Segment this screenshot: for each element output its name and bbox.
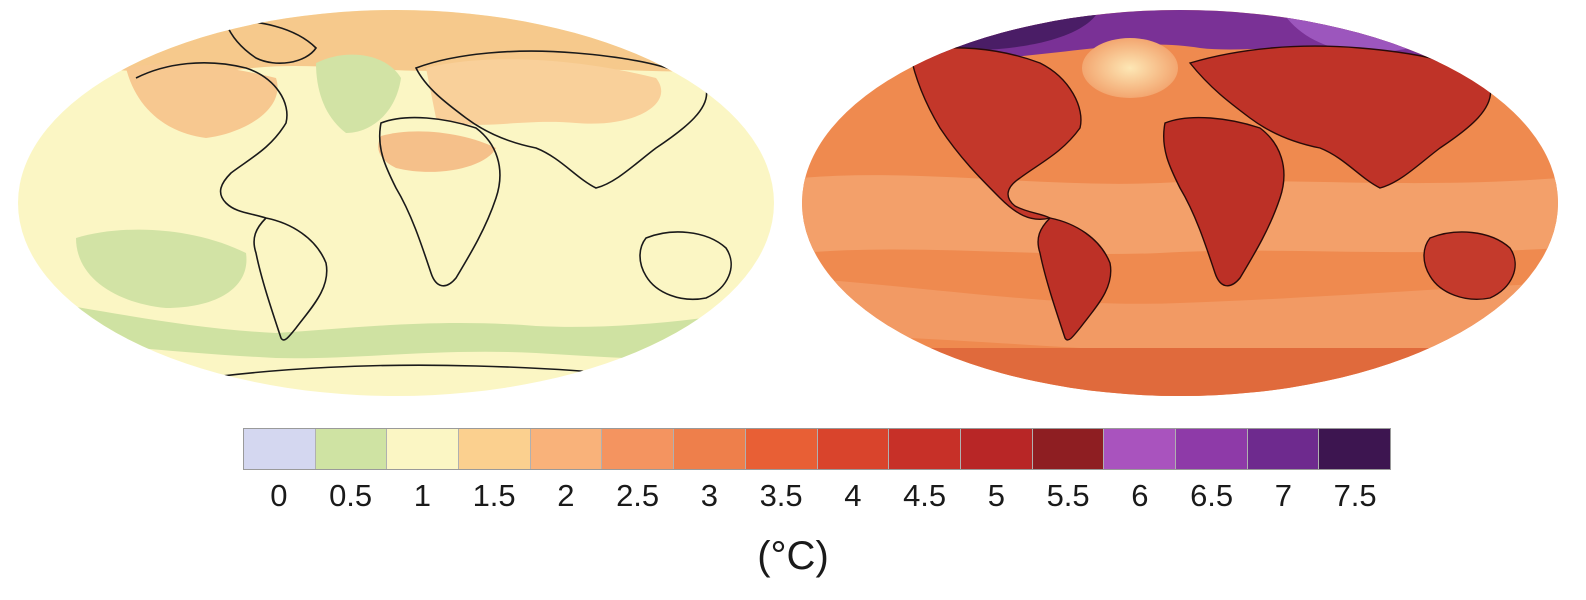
colorbar-swatch xyxy=(387,429,460,469)
colorbar-ticks: 0 0.5 1 1.5 2 2.5 3 3.5 4 4.5 5 5.5 6 6.5 7 7.5 xyxy=(243,478,1391,518)
colorbar-swatch xyxy=(817,429,890,469)
colorbar-tick-label: 4.5 xyxy=(903,478,947,513)
north-atlantic-warming-hole xyxy=(1082,38,1178,98)
colorbar-tick-label: 2 xyxy=(557,478,575,513)
colorbar-swatch xyxy=(745,429,818,469)
tropical-ocean-band xyxy=(802,175,1558,255)
south-pacific-cool-patch xyxy=(76,229,247,308)
colorbar xyxy=(243,428,1391,470)
antarctic-band xyxy=(802,348,1558,396)
colorbar-tick-label: 7.5 xyxy=(1333,478,1377,513)
colorbar-tick-label: 5 xyxy=(987,478,1005,513)
colorbar-tick-label: 6 xyxy=(1131,478,1149,513)
colorbar-swatch xyxy=(1319,429,1390,469)
colorbar-tick-label: 1 xyxy=(413,478,431,513)
colorbar-tick-label: 6.5 xyxy=(1190,478,1234,513)
colorbar-tick-label: 1.5 xyxy=(472,478,516,513)
africa xyxy=(1163,116,1285,287)
southern-ocean-band xyxy=(802,278,1558,353)
colorbar-tick-label: 7 xyxy=(1274,478,1292,513)
colorbar-swatch xyxy=(1175,429,1248,469)
colorbar-tick-label: 0.5 xyxy=(329,478,373,513)
colorbar-tick-label: 3.5 xyxy=(759,478,803,513)
sahara-warming-patch xyxy=(378,131,496,172)
colorbar-tick-label: 2.5 xyxy=(616,478,660,513)
arctic-warming-band xyxy=(18,10,774,73)
colorbar-swatch xyxy=(244,429,316,469)
colorbar-swatch xyxy=(889,429,961,469)
north-atlantic-cool-patch xyxy=(316,54,401,133)
colorbar-swatch xyxy=(1247,429,1320,469)
colorbar-tick-label: 4 xyxy=(844,478,862,513)
colorbar-swatch xyxy=(315,429,388,469)
eurasia-warming-patch xyxy=(426,59,662,125)
warming-map-right xyxy=(802,10,1558,396)
north-america-warming-patch xyxy=(126,63,278,138)
south-america xyxy=(1037,217,1112,341)
colorbar-swatch xyxy=(674,429,746,469)
eurasia xyxy=(1188,45,1492,189)
colorbar-swatch xyxy=(602,429,675,469)
colorbar-tick-label: 3 xyxy=(700,478,718,513)
colorbar-tick-label: 0 xyxy=(270,478,288,513)
colorbar-swatch xyxy=(1032,429,1105,469)
southern-ocean-cool-band xyxy=(18,298,774,361)
colorbar-swatch xyxy=(459,429,531,469)
warming-map-left xyxy=(18,10,774,396)
australia xyxy=(1423,231,1516,300)
colorbar-swatch xyxy=(960,429,1033,469)
north-america xyxy=(909,47,1082,220)
continents xyxy=(909,45,1516,341)
colorbar-tick-label: 5.5 xyxy=(1046,478,1090,513)
colorbar-swatch xyxy=(530,429,603,469)
colorbar-swatch xyxy=(1104,429,1176,469)
colorbar-unit-label: (°C) xyxy=(757,534,829,578)
